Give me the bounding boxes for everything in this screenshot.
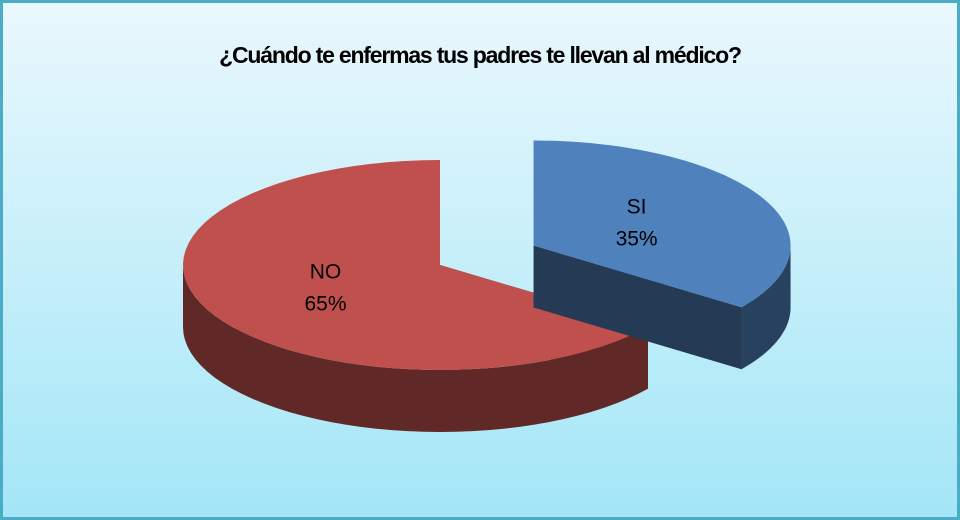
- slice-wall: [533, 245, 742, 370]
- slice-value-label: 65%: [304, 292, 346, 315]
- pie-slice: [533, 140, 791, 370]
- slice-side: [183, 265, 648, 432]
- slice-category-label: NO: [310, 260, 342, 283]
- slice-side: [741, 245, 791, 370]
- slice-category-label: SI: [627, 196, 647, 219]
- slice-value-label: 35%: [616, 228, 658, 251]
- slice-top: [533, 140, 791, 308]
- chart-title: ¿Cuándo te enfermas tus padres te llevan…: [219, 42, 741, 68]
- slice-top: [183, 160, 648, 370]
- pie-slice: [183, 160, 648, 432]
